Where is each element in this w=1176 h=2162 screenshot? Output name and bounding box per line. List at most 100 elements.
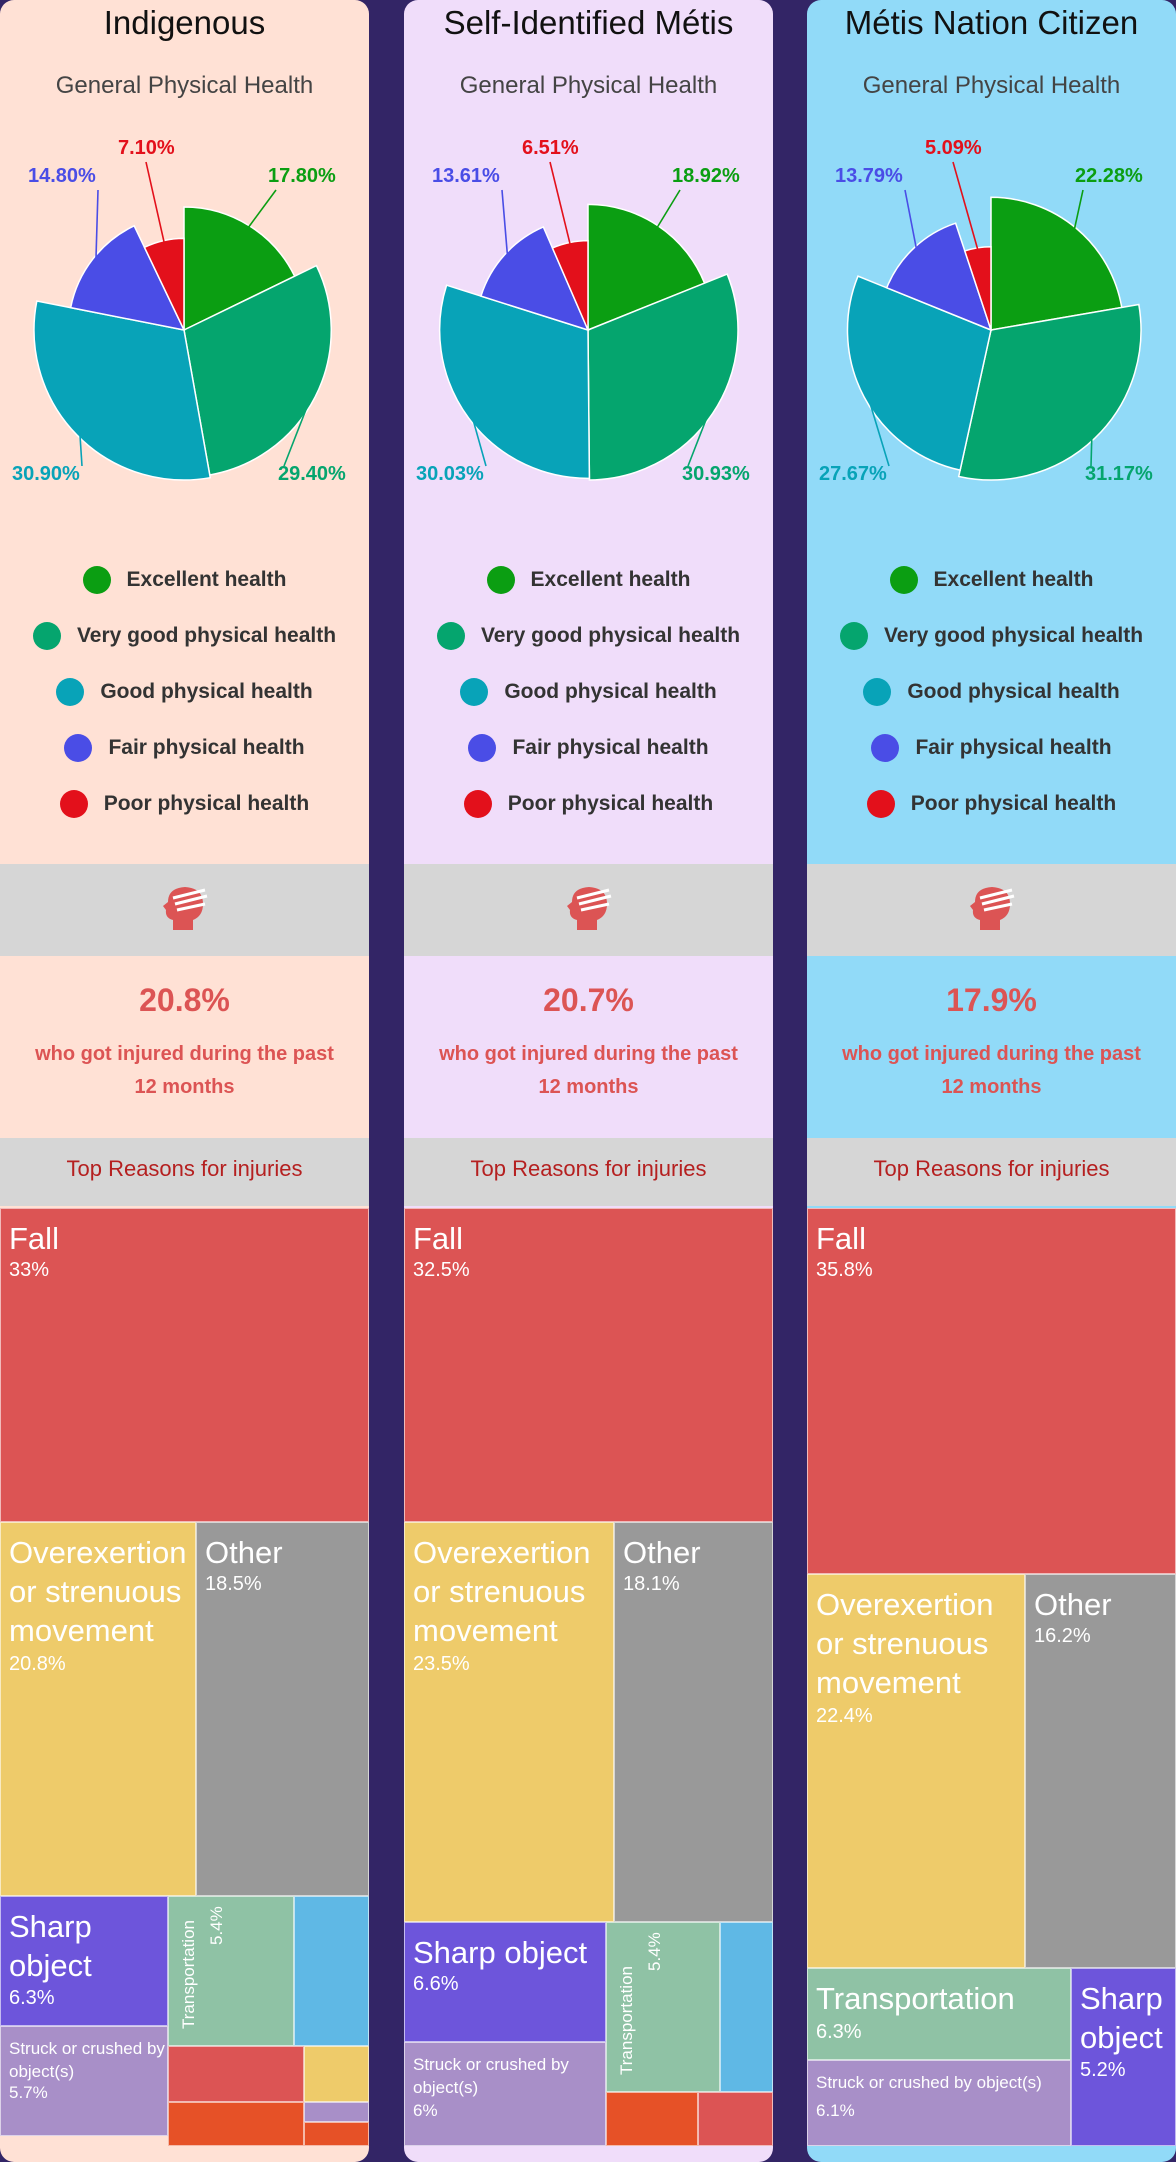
pie-leader-line-fair: [95, 189, 99, 262]
treemap-label: Overexertion or strenuous movement: [9, 1535, 187, 1648]
pie-leader-line-poor: [952, 161, 980, 252]
legend-dot-very-good-icon: [32, 622, 61, 650]
pie-data-label-good: 30.03%: [416, 463, 484, 485]
treemap-label: Other: [623, 1535, 701, 1570]
legend-item-poor: Poor physical health: [0, 790, 369, 818]
legend-item-poor: Poor physical health: [807, 790, 1176, 818]
pie-data-label-poor: 5.09%: [925, 137, 982, 159]
treemap-value: 6.3%: [9, 1987, 55, 2009]
chart-title: General Physical Health: [55, 72, 314, 99]
legend-label: Poor physical health: [103, 792, 310, 815]
legend-dot-fair-icon: [468, 734, 497, 762]
injury-icon-band: [0, 864, 369, 956]
health-pie-chart: 22.28% 31.17% 27.67% 13.79% 5.09%: [819, 137, 1153, 485]
treemap-value: 18.1%: [623, 1573, 680, 1595]
injured-percentage: 17.9%: [946, 982, 1037, 1018]
legend-item-very-good: Very good physical health: [0, 622, 369, 650]
pie-slice-good: [846, 275, 992, 472]
health-pie-chart: 18.92% 30.93% 30.03% 13.61% 6.51%: [416, 137, 750, 485]
legend-item-good: Good physical health: [404, 678, 773, 706]
legend-dot-good-icon: [460, 678, 489, 706]
legend-dot-very-good-icon: [436, 622, 465, 650]
chart-title: General Physical Health: [862, 72, 1121, 99]
legend-dot-excellent-icon: [889, 566, 918, 594]
legend-label: Excellent health: [933, 568, 1094, 591]
pie-data-label-fair: 13.61%: [432, 165, 500, 187]
treemap-value: 5.2%: [1080, 2059, 1126, 2081]
pie-leader-line-fair: [904, 189, 918, 251]
panel-self-identified-metis: Self-Identified Métis General Physical He…: [404, 0, 773, 2162]
health-pie-chart: 17.80% 29.40% 30.90% 14.80% 7.10%: [12, 137, 346, 485]
treemap-label: Other: [205, 1535, 283, 1570]
legend-item-excellent: Excellent health: [807, 566, 1176, 594]
treemap-label: Struck or crushed by object(s): [9, 2039, 165, 2081]
legend-dot-very-good-icon: [839, 622, 868, 650]
injured-caption: who got injured during the past 12 month…: [842, 1043, 1141, 1098]
treemap-cell-struck: Struck or crushed by object(s) 6%: [404, 2042, 606, 2146]
injured-head-icon: [566, 887, 611, 930]
treemap-cell-other: Other 18.1%: [614, 1522, 773, 1922]
treemap-value: 23.5%: [413, 1653, 470, 1675]
legend-dot-poor-icon: [463, 790, 492, 818]
legend-item-fair: Fair physical health: [404, 734, 773, 762]
pie-slice-fair: [885, 222, 993, 332]
pie-data-label-good: 30.90%: [12, 463, 80, 485]
injured-head-icon: [162, 887, 207, 930]
pie-slice-excellent: [990, 196, 1123, 331]
reasons-title: Top Reasons for injuries: [873, 1156, 1110, 1181]
pie-slice-very-good: [183, 264, 332, 476]
legend-item-good: Good physical health: [0, 678, 369, 706]
legend-dot-excellent-icon: [486, 566, 515, 594]
treemap-cell-sharp: Sharp object 5.2%: [1071, 1968, 1176, 2146]
pie-slice-good: [438, 284, 591, 480]
pie-data-label-very-good: 29.40%: [278, 463, 346, 485]
treemap-cell-over: Overexertion or strenuous movement 23.5%: [404, 1522, 614, 1922]
treemap-value: 20.8%: [9, 1653, 66, 1675]
pie-leader-line-very-good: [687, 410, 711, 467]
legend-label: Very good physical health: [480, 624, 741, 647]
small-cell-red: [698, 2092, 773, 2146]
treemap-value: 5.7%: [9, 2083, 48, 2102]
pie-data-label-poor: 6.51%: [522, 137, 579, 159]
treemap-cell-extra-orange: [606, 2092, 698, 2146]
legend-item-excellent: Excellent health: [0, 566, 369, 594]
small-cell-purple: [304, 2102, 369, 2122]
treemap-value: 16.2%: [1034, 1625, 1091, 1647]
pie-data-label-poor: 7.10%: [118, 137, 175, 159]
treemap-cell-over: Overexertion or strenuous movement 22.4%: [807, 1574, 1025, 1968]
reasons-title: Top Reasons for injuries: [66, 1156, 303, 1181]
injured-caption: who got injured during the past 12 month…: [35, 1043, 334, 1098]
legend-label: Very good physical health: [883, 624, 1144, 647]
treemap-cell-fall: Fall 33%: [0, 1208, 369, 1522]
small-cell-orange-2: [304, 2122, 369, 2146]
treemap-label: Transportation: [179, 1920, 198, 2029]
legend-item-good: Good physical health: [807, 678, 1176, 706]
treemap-value: 6.1%: [816, 2101, 855, 2120]
small-cell-red: [168, 2046, 304, 2102]
treemap-cell-extra-blue: [294, 1896, 369, 2046]
pie-data-label-fair: 14.80%: [28, 165, 96, 187]
treemap-label: Sharp object: [1080, 1981, 1163, 2055]
panel-indigenous: Indigenous General Physical Health 17.80% 2…: [0, 0, 369, 2162]
legend-label: Excellent health: [530, 568, 691, 591]
pie-leader-line-good: [471, 415, 487, 467]
injury-icon-band: [404, 864, 773, 956]
treemap-cell-struck: Struck or crushed by object(s) 6.1%: [807, 2060, 1071, 2146]
treemap-cell-fall: Fall 35.8%: [807, 1208, 1176, 1574]
pie-leader-line-excellent: [1073, 189, 1084, 232]
pie-data-label-fair: 13.79%: [835, 165, 903, 187]
treemap-cell-sharp: Sharp object 6.6%: [404, 1922, 606, 2042]
treemap-cell-trans: Transportation 5.4%: [606, 1922, 720, 2092]
reasons-header-band: Top Reasons for injuries: [807, 1138, 1176, 1206]
treemap-label: Overexertion or strenuous movement: [413, 1535, 591, 1648]
pie-data-label-very-good: 30.93%: [682, 463, 750, 485]
treemap-label: Struck or crushed by object(s): [816, 2073, 1042, 2092]
legend-item-poor: Poor physical health: [404, 790, 773, 818]
legend-dot-good-icon: [56, 678, 85, 706]
pie-data-label-excellent: 18.92%: [672, 165, 740, 187]
legend-dot-fair-icon: [871, 734, 900, 762]
legend-dot-good-icon: [863, 678, 892, 706]
treemap-label: Transportation: [617, 1966, 636, 2075]
treemap-label: Overexertion or strenuous movement: [816, 1587, 994, 1700]
treemap-label: Sharp object: [413, 1935, 588, 1970]
